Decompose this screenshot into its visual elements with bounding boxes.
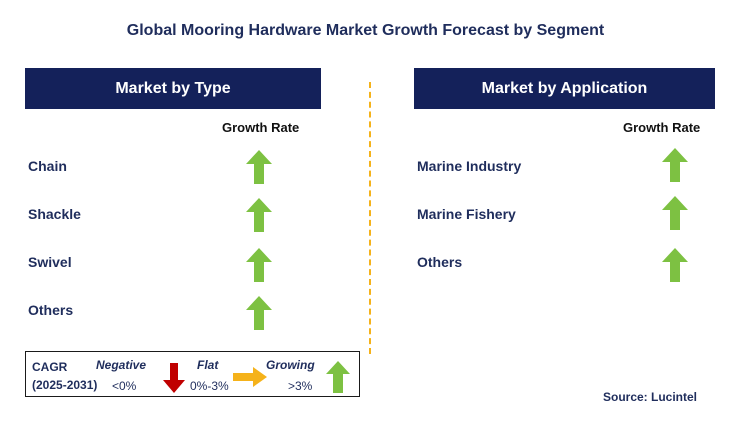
- legend-negative-label: Negative: [96, 358, 147, 372]
- page-title: Global Mooring Hardware Market Growth Fo…: [126, 22, 605, 39]
- application-row-marine-industry: Marine Industry: [417, 158, 522, 174]
- application-row-marine-fishery: Marine Fishery: [417, 206, 516, 222]
- legend-growing-label: Growing: [266, 358, 315, 372]
- type-row-chain: Chain: [28, 158, 67, 174]
- type-row-shackle: Shackle: [28, 206, 81, 222]
- green-up-arrow-icon: [662, 248, 688, 282]
- red-down-arrow-icon: [163, 363, 185, 393]
- legend-growing-range: >3%: [288, 379, 313, 393]
- green-up-arrow-icon: [662, 148, 688, 182]
- orange-right-arrow-icon: [233, 367, 267, 387]
- green-up-arrow-icon: [246, 248, 272, 282]
- type-row-swivel: Swivel: [28, 254, 72, 270]
- left-growth-rate-header: Growth Rate: [222, 120, 300, 135]
- panel-divider: [369, 82, 371, 354]
- green-up-arrow-icon: [326, 361, 350, 393]
- right-growth-rate-header: Growth Rate: [623, 120, 701, 135]
- legend-period: (2025-2031): [32, 378, 98, 392]
- green-up-arrow-icon: [662, 196, 688, 230]
- type-row-others: Others: [28, 302, 74, 318]
- legend-cagr-label: CAGR: [32, 360, 68, 374]
- green-up-arrow-icon: [246, 150, 272, 184]
- cagr-legend: CAGR (2025-2031) Negative <0% Flat 0%-3%…: [25, 351, 360, 397]
- source-note: Source: Lucintel: [603, 390, 698, 404]
- market-by-application-header: Market by Application: [414, 68, 715, 109]
- application-row-others: Others: [417, 254, 463, 270]
- market-by-type-header: Market by Type: [25, 68, 321, 109]
- legend-flat-range: 0%-3%: [190, 379, 229, 393]
- legend-flat-label: Flat: [197, 358, 219, 372]
- legend-negative-range: <0%: [112, 379, 137, 393]
- green-up-arrow-icon: [246, 296, 272, 330]
- green-up-arrow-icon: [246, 198, 272, 232]
